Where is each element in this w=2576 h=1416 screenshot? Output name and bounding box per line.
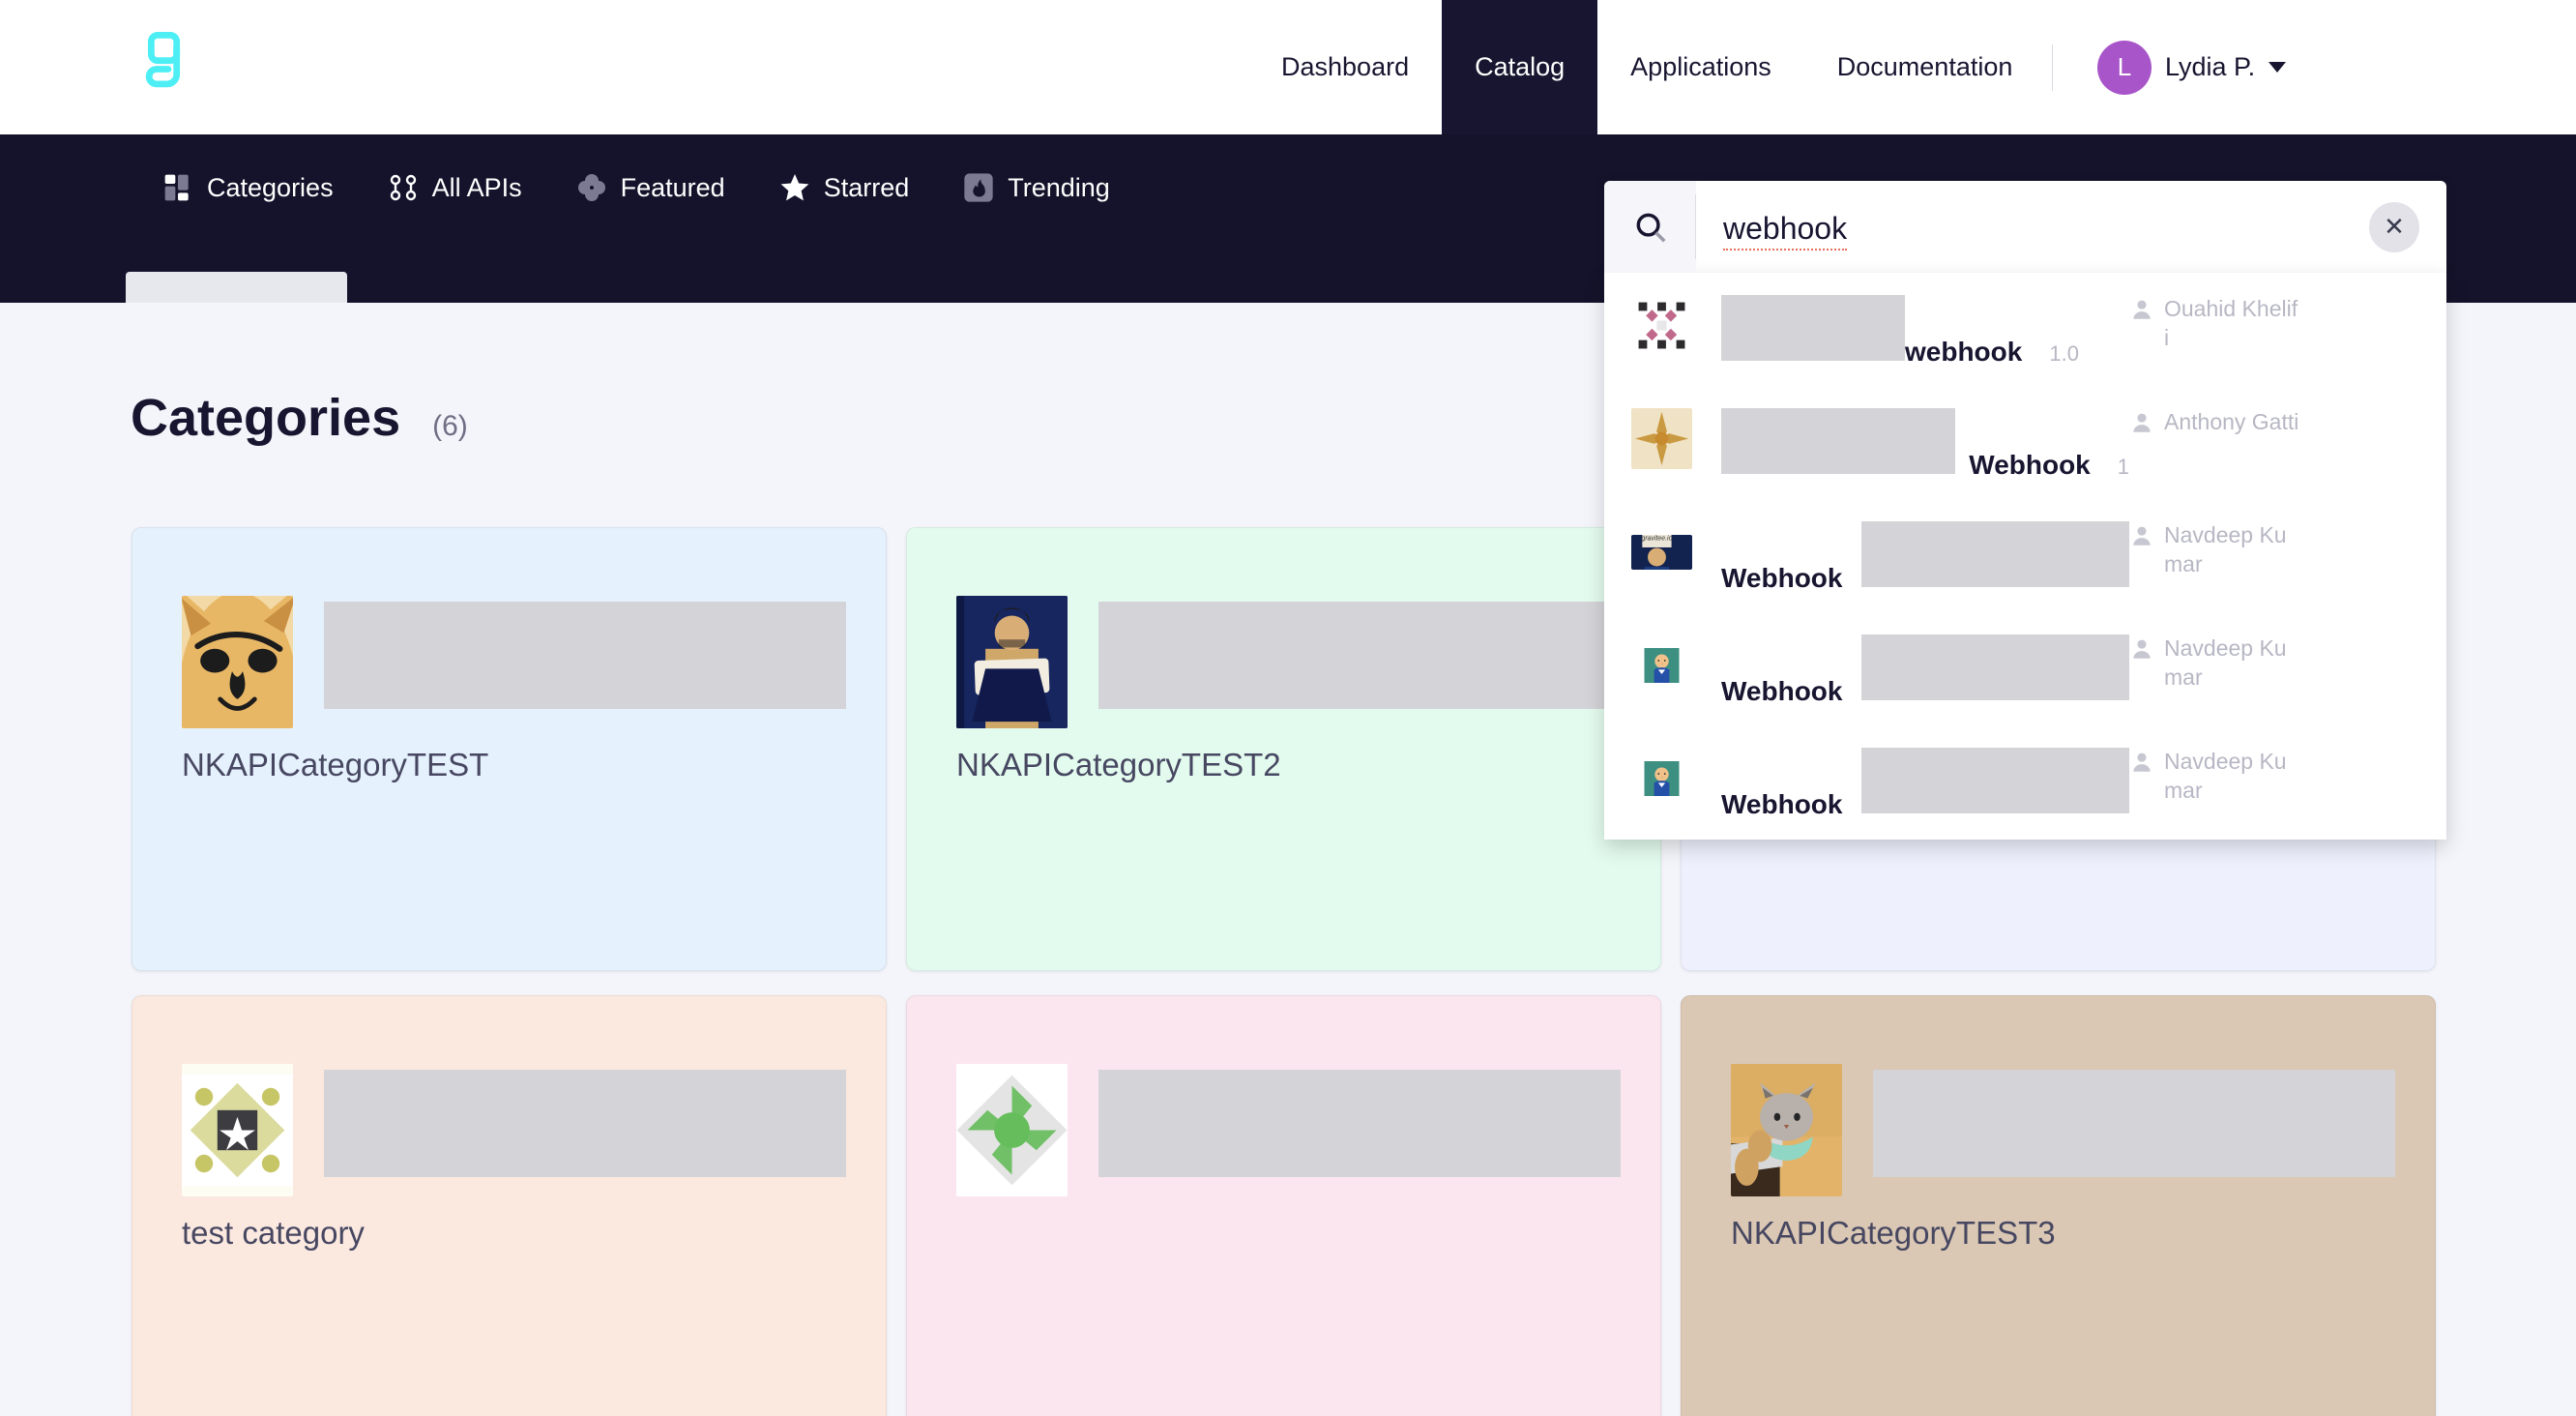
svg-text:gravitee.io: gravitee.io	[1641, 535, 1672, 542]
